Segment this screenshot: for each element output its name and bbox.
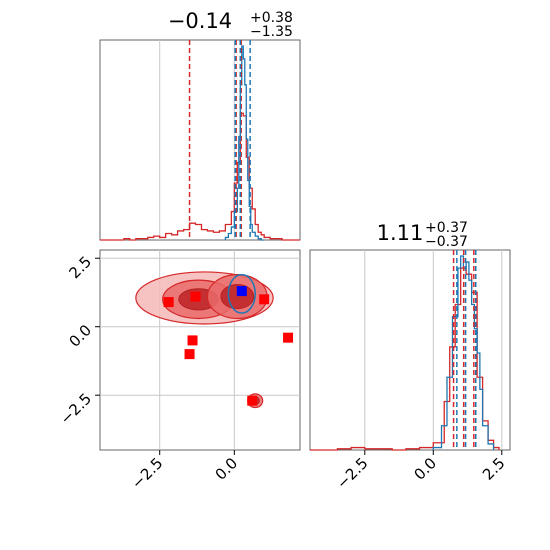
top-left-axes-frame xyxy=(99,39,301,241)
x-tick-label: −2.5 xyxy=(333,454,371,492)
top-left-histogram-panel: −0.14 +0.38 −1.35 xyxy=(99,9,301,241)
x-tick-label: 0.0 xyxy=(212,454,242,484)
bottom-right-ticks: −2.5 0.0 2.5 xyxy=(333,450,509,493)
red-square-marker xyxy=(247,395,258,406)
bottom-right-grid xyxy=(364,250,503,450)
bottom-right-histogram-panel: −2.5 0.0 2.5 1.11 +0.37 −0.37 xyxy=(309,220,511,493)
bottom-right-axes-frame xyxy=(309,249,511,451)
histogram-step-series-0 xyxy=(100,112,300,241)
y-tick-label: 2.5 xyxy=(65,253,95,283)
top-left-quantile-lines xyxy=(188,40,251,240)
red-square-marker xyxy=(283,332,294,343)
blue-density-contour xyxy=(227,273,256,314)
y-tick-label: 0.0 xyxy=(65,321,95,351)
red-square-marker xyxy=(163,297,174,308)
x-tick-label: −2.5 xyxy=(128,454,166,492)
red-square-marker xyxy=(184,349,195,360)
histogram-step-series-1 xyxy=(224,45,265,241)
red-square-marker xyxy=(190,291,201,302)
red-square-marker xyxy=(259,294,270,305)
top-left-title: −0.14 xyxy=(168,9,232,33)
y-tick-label: −2.5 xyxy=(57,390,95,428)
bottom-left-grid xyxy=(100,250,300,450)
bottom-right-quantile-lines xyxy=(452,250,477,450)
bottom-left-scatter-panel: −2.5 0.0 2.5 0.0 −2.5 xyxy=(57,249,301,493)
bottom-left-density-contours xyxy=(135,271,274,409)
bottom-right-histograms xyxy=(310,255,500,451)
histogram-step-series-1 xyxy=(432,255,495,450)
x-tick-label: 2.5 xyxy=(479,454,509,484)
top-left-title-sup: +0.38 xyxy=(250,10,293,26)
bottom-right-title: 1.11 xyxy=(377,221,424,245)
bottom-left-markers xyxy=(163,286,294,406)
x-tick-label: 0.0 xyxy=(411,454,441,484)
bottom-right-title-sub: −0.37 xyxy=(425,234,468,250)
top-left-title-sub: −1.35 xyxy=(250,24,293,40)
bottom-right-title-sup: +0.37 xyxy=(425,220,468,236)
top-left-histograms xyxy=(100,45,300,241)
red-square-marker xyxy=(187,335,198,346)
blue-square-marker xyxy=(236,286,247,297)
